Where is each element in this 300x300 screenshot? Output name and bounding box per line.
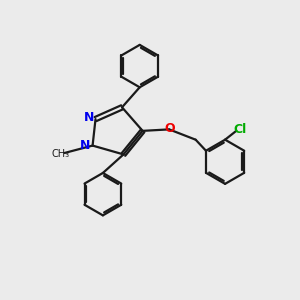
Text: N: N (84, 111, 94, 124)
Text: Cl: Cl (233, 123, 246, 136)
Text: N: N (80, 139, 90, 152)
Text: O: O (165, 122, 175, 135)
Text: CH₃: CH₃ (51, 149, 69, 159)
